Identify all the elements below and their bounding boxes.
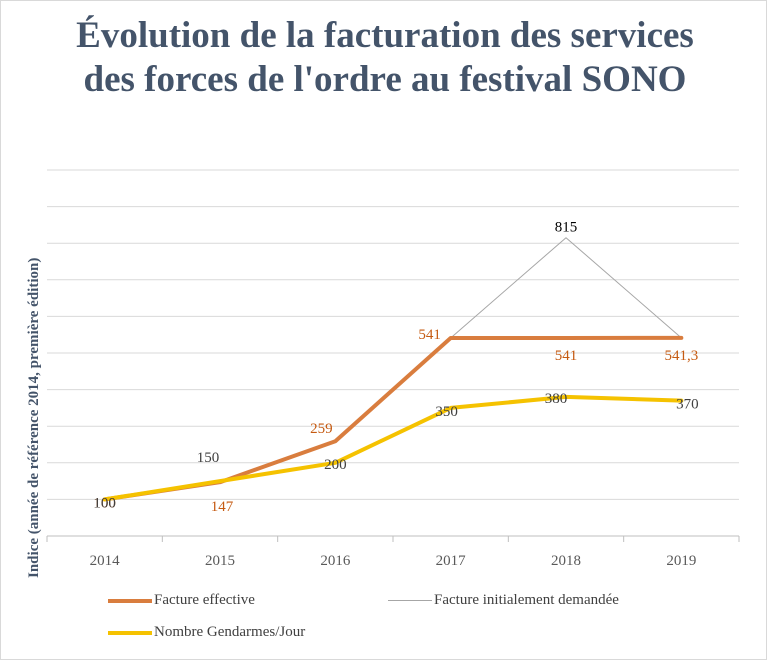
x-tick-label: 2014 <box>90 553 121 569</box>
series-line <box>450 237 682 339</box>
x-tick-label: 2015 <box>205 553 235 569</box>
x-tick-label: 2019 <box>666 553 696 569</box>
data-label: 200 <box>324 457 347 473</box>
data-label: 541 <box>418 327 441 343</box>
data-label: 370 <box>676 397 699 413</box>
data-label: 815 <box>555 220 578 236</box>
x-tick-label: 2018 <box>551 553 581 569</box>
data-label: 541,3 <box>664 348 698 364</box>
data-label: 147 <box>211 499 234 515</box>
data-label: 541 <box>555 348 578 364</box>
data-label: 380 <box>545 391 568 407</box>
data-label: 259 <box>310 421 333 437</box>
data-label: 350 <box>435 404 458 420</box>
x-tick-label: 2016 <box>320 553 351 569</box>
data-label: 100 <box>93 495 116 511</box>
chart-title: Évolution de la facturation des services… <box>76 15 694 100</box>
data-label: 150 <box>197 450 220 466</box>
x-tick-label: 2017 <box>436 553 467 569</box>
series-line <box>102 335 684 502</box>
series-line <box>102 394 684 502</box>
data-label: 100 <box>93 495 116 511</box>
